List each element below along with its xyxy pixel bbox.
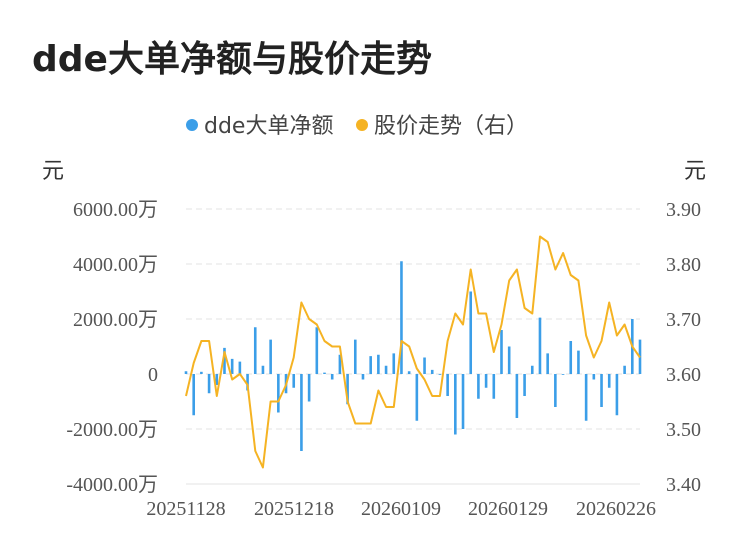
bar — [546, 353, 549, 374]
bar — [300, 374, 303, 451]
bar — [238, 361, 242, 374]
bar — [184, 371, 188, 374]
bar — [346, 374, 349, 405]
x-tick-label: 20260109 — [361, 498, 441, 520]
bar — [446, 374, 449, 396]
bar — [615, 374, 619, 416]
legend: dde大单净额 股价走势（右） — [186, 114, 528, 139]
bar — [530, 365, 534, 374]
bar — [377, 354, 380, 374]
bar — [554, 374, 557, 407]
y-left-tick-label: 4000.00万 — [73, 254, 158, 276]
bar — [454, 374, 457, 435]
bar — [253, 327, 257, 374]
bar — [338, 354, 342, 374]
x-tick-label: 20260226 — [576, 498, 656, 520]
bar — [261, 365, 265, 374]
legend-marker-dde — [186, 119, 198, 131]
bar — [361, 374, 365, 380]
bar — [623, 365, 626, 374]
bar — [469, 291, 473, 374]
bar — [438, 374, 442, 375]
y-left-tick-label: -2000.00万 — [66, 419, 158, 441]
y-right-unit: 元 — [684, 159, 706, 184]
legend-label-dde: dde大单净额 — [204, 114, 333, 139]
y-left-tick-label: 6000.00万 — [73, 199, 158, 221]
bar — [192, 374, 195, 416]
chart-title: dde大单净额与股价走势 — [32, 39, 432, 80]
bar — [484, 374, 488, 388]
bar — [461, 374, 465, 429]
bar — [369, 356, 372, 374]
y-left-tick-label: 2000.00万 — [73, 309, 158, 331]
bar — [215, 374, 219, 385]
bar — [607, 374, 611, 388]
line-series — [185, 235, 641, 469]
bar — [515, 374, 519, 418]
y-right-tick-label: 3.40 — [666, 474, 701, 496]
y-left-unit: 元 — [42, 159, 64, 184]
bar — [407, 371, 411, 374]
bar — [592, 374, 596, 380]
y-right-axis: 3.40 3.50 3.60 3.70 3.80 3.90 — [666, 199, 701, 496]
bar — [277, 374, 280, 413]
bar — [307, 374, 311, 402]
bar — [500, 330, 503, 374]
bar — [415, 374, 419, 421]
bar — [223, 347, 226, 374]
y-left-tick-label: -4000.00万 — [66, 474, 158, 496]
bar — [400, 261, 403, 374]
bar — [477, 374, 480, 399]
x-tick-label: 20260129 — [468, 498, 548, 520]
y-left-tick-label: 0 — [148, 364, 158, 386]
bar — [577, 350, 580, 374]
x-tick-label: 20251128 — [146, 498, 225, 520]
bar — [492, 374, 496, 399]
bar — [569, 341, 573, 374]
bar — [200, 371, 203, 374]
price-line — [185, 235, 641, 469]
bar — [269, 339, 272, 374]
bar — [246, 374, 249, 391]
bar — [584, 374, 588, 421]
x-tick-label: 20251218 — [254, 498, 334, 520]
legend-label-price: 股价走势（右） — [374, 114, 528, 139]
x-axis: 20251128 20251218 20260109 20260129 20260226 — [146, 498, 656, 520]
bar — [538, 317, 542, 374]
bar — [207, 374, 211, 394]
y-right-tick-label: 3.80 — [666, 254, 701, 276]
legend-marker-price — [356, 119, 368, 131]
bar — [561, 374, 565, 375]
bar — [523, 374, 526, 396]
bar — [507, 346, 511, 374]
bar — [353, 339, 357, 374]
bar — [292, 374, 296, 388]
bar — [430, 369, 434, 374]
bar — [315, 327, 319, 374]
bar — [384, 365, 388, 374]
y-right-tick-label: 3.70 — [666, 309, 701, 331]
y-left-axis: -4000.00万 -2000.00万 0 2000.00万 4000.00万 6000.… — [66, 199, 158, 496]
bar — [330, 374, 334, 380]
bar — [230, 358, 234, 374]
y-right-tick-label: 3.60 — [666, 364, 701, 386]
bar — [600, 374, 603, 407]
y-right-tick-label: 3.50 — [666, 419, 701, 441]
bar — [392, 353, 396, 374]
bar — [423, 357, 426, 374]
bar — [323, 372, 326, 374]
y-right-tick-label: 3.90 — [666, 199, 701, 221]
